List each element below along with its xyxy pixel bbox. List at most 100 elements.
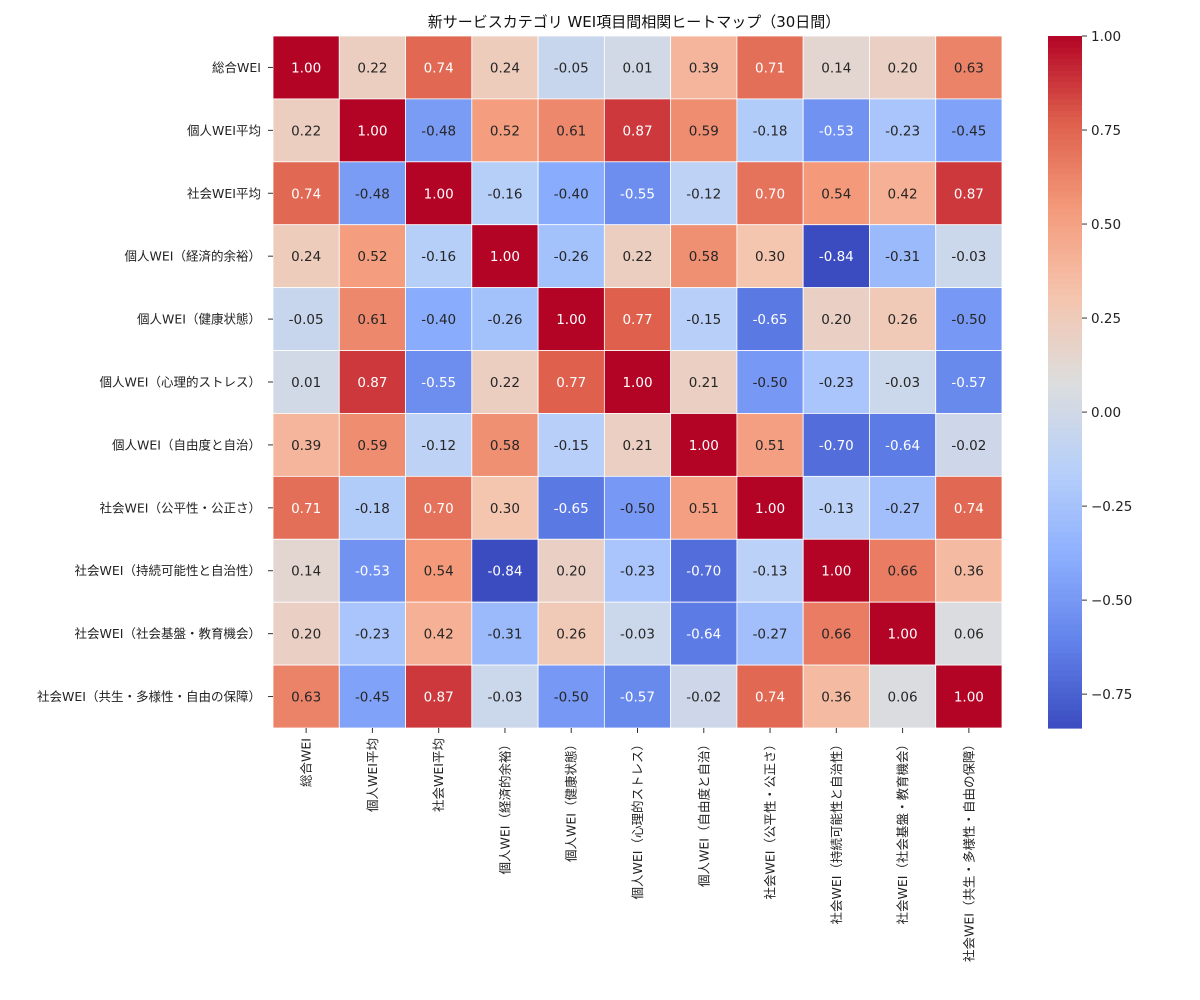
heatmap-cell — [603, 224, 672, 289]
cell-value-label: 0.39 — [689, 60, 719, 76]
cell-value-label: -0.23 — [819, 375, 854, 391]
colorbar-segment — [1048, 589, 1082, 596]
cell-value-label: 0.22 — [357, 60, 387, 76]
cell-value-label: -0.40 — [421, 312, 456, 328]
cell-value-label: 0.36 — [821, 690, 851, 706]
colorbar-segment — [1048, 497, 1082, 504]
heatmap-cell — [736, 475, 804, 540]
colorbar-segment — [1048, 209, 1082, 216]
colorbar-segment — [1048, 624, 1082, 631]
heatmap-cell — [802, 98, 870, 163]
heatmap-cell — [537, 161, 605, 226]
heatmap-cell — [802, 161, 870, 226]
cell-value-label: 0.22 — [490, 375, 520, 391]
heatmap-cell — [802, 538, 870, 603]
heatmap-cell — [869, 475, 937, 540]
heatmap-cell — [272, 601, 340, 666]
heatmap-cell — [670, 287, 738, 351]
cell-value-label: 1.00 — [357, 123, 387, 139]
x-tick-label: 社会WEI平均 — [431, 738, 446, 812]
colorbar-segment — [1048, 266, 1082, 274]
cell-value-label: 0.20 — [291, 627, 321, 643]
heatmap-cell — [736, 98, 804, 163]
heatmap-cell — [935, 413, 1003, 477]
cell-value-label: 0.71 — [755, 60, 785, 76]
x-tick-label: 個人WEI（経済的余裕） — [497, 738, 512, 874]
cell-value-label: 0.21 — [622, 438, 652, 454]
colorbar-segment — [1048, 174, 1082, 181]
cell-value-label: 0.66 — [888, 564, 918, 580]
colorbar-segment — [1048, 416, 1082, 423]
cell-value-label: -0.15 — [686, 312, 721, 328]
cell-value-label: 0.87 — [954, 186, 984, 202]
cell-value-label: 1.00 — [689, 438, 719, 454]
cell-value-label: 0.01 — [291, 375, 321, 391]
cell-value-label: -0.53 — [355, 564, 390, 580]
heatmap-cell — [670, 224, 738, 289]
heatmap-cell — [736, 538, 804, 603]
colorbar-segment — [1048, 635, 1082, 643]
colorbar-segment — [1048, 347, 1082, 354]
cell-value-label: 1.00 — [888, 627, 918, 643]
heatmap-cell — [272, 161, 340, 226]
cell-value-label: -0.55 — [620, 186, 655, 202]
cell-value-label: 1.00 — [556, 312, 586, 328]
y-tick-label: 総合WEI — [212, 60, 261, 75]
colorbar-segment — [1048, 168, 1082, 175]
colorbar-segment — [1048, 110, 1082, 118]
colorbar-segment — [1048, 647, 1082, 654]
cell-value-label: -0.26 — [554, 249, 589, 265]
cell-value-label: 0.70 — [755, 186, 785, 202]
cell-value-label: 0.20 — [821, 312, 851, 328]
cell-value-label: -0.13 — [753, 564, 788, 580]
colorbar-segment — [1048, 116, 1082, 124]
colorbar-segment — [1048, 220, 1082, 227]
colorbar-segment — [1048, 618, 1082, 625]
cell-value-label: 0.30 — [755, 249, 785, 265]
heatmap-cell — [603, 35, 672, 100]
colorbar-segment — [1048, 445, 1082, 452]
colorbar-segment — [1048, 549, 1082, 556]
cell-value-label: 0.77 — [556, 375, 586, 391]
colorbar-segment — [1048, 237, 1082, 245]
colorbar-tick-label: 1.00 — [1091, 29, 1121, 45]
colorbar-segment — [1048, 653, 1082, 660]
cell-value-label: -0.40 — [554, 186, 589, 202]
colorbar-segment — [1048, 324, 1082, 331]
colorbar-segment — [1048, 433, 1082, 441]
colorbar-segment — [1048, 514, 1082, 521]
heatmap-cell — [869, 664, 937, 729]
heatmap-cell — [471, 538, 539, 603]
colorbar-segment — [1048, 364, 1082, 372]
heatmap-cell — [802, 664, 870, 729]
colorbar-segment — [1048, 491, 1082, 498]
colorbar-segment — [1048, 197, 1082, 204]
cell-value-label: -0.65 — [554, 501, 589, 517]
colorbar-segment — [1048, 289, 1082, 297]
colorbar-segment — [1048, 318, 1082, 325]
x-tick-label: 個人WEI（健康状態） — [564, 738, 579, 862]
colorbar-segment — [1048, 520, 1082, 527]
cell-value-label: 0.59 — [357, 438, 387, 454]
colorbar-segment — [1048, 480, 1082, 487]
cell-value-label: -0.57 — [951, 375, 986, 391]
colorbar-segment — [1048, 722, 1082, 729]
colorbar-segment — [1048, 226, 1082, 233]
colorbar-segment — [1048, 704, 1082, 712]
heatmap-cell — [405, 287, 473, 351]
heatmap-cell — [405, 538, 473, 603]
heatmap-cell — [935, 161, 1003, 226]
heatmap-cell — [935, 664, 1003, 729]
cell-value-label: 0.74 — [291, 186, 321, 202]
cell-value-label: 0.20 — [888, 60, 918, 76]
heatmap-cell — [670, 98, 738, 163]
cell-value-label: -0.55 — [421, 375, 456, 391]
heatmap-cell — [603, 475, 672, 540]
colorbar-segment — [1048, 629, 1082, 637]
cell-value-label: 0.52 — [490, 123, 520, 139]
heatmap-cell — [338, 287, 406, 351]
cell-value-label: 1.00 — [821, 564, 851, 580]
colorbar-segment — [1048, 560, 1082, 568]
cell-value-label: -0.18 — [753, 123, 788, 139]
colorbar-segment — [1048, 393, 1082, 400]
